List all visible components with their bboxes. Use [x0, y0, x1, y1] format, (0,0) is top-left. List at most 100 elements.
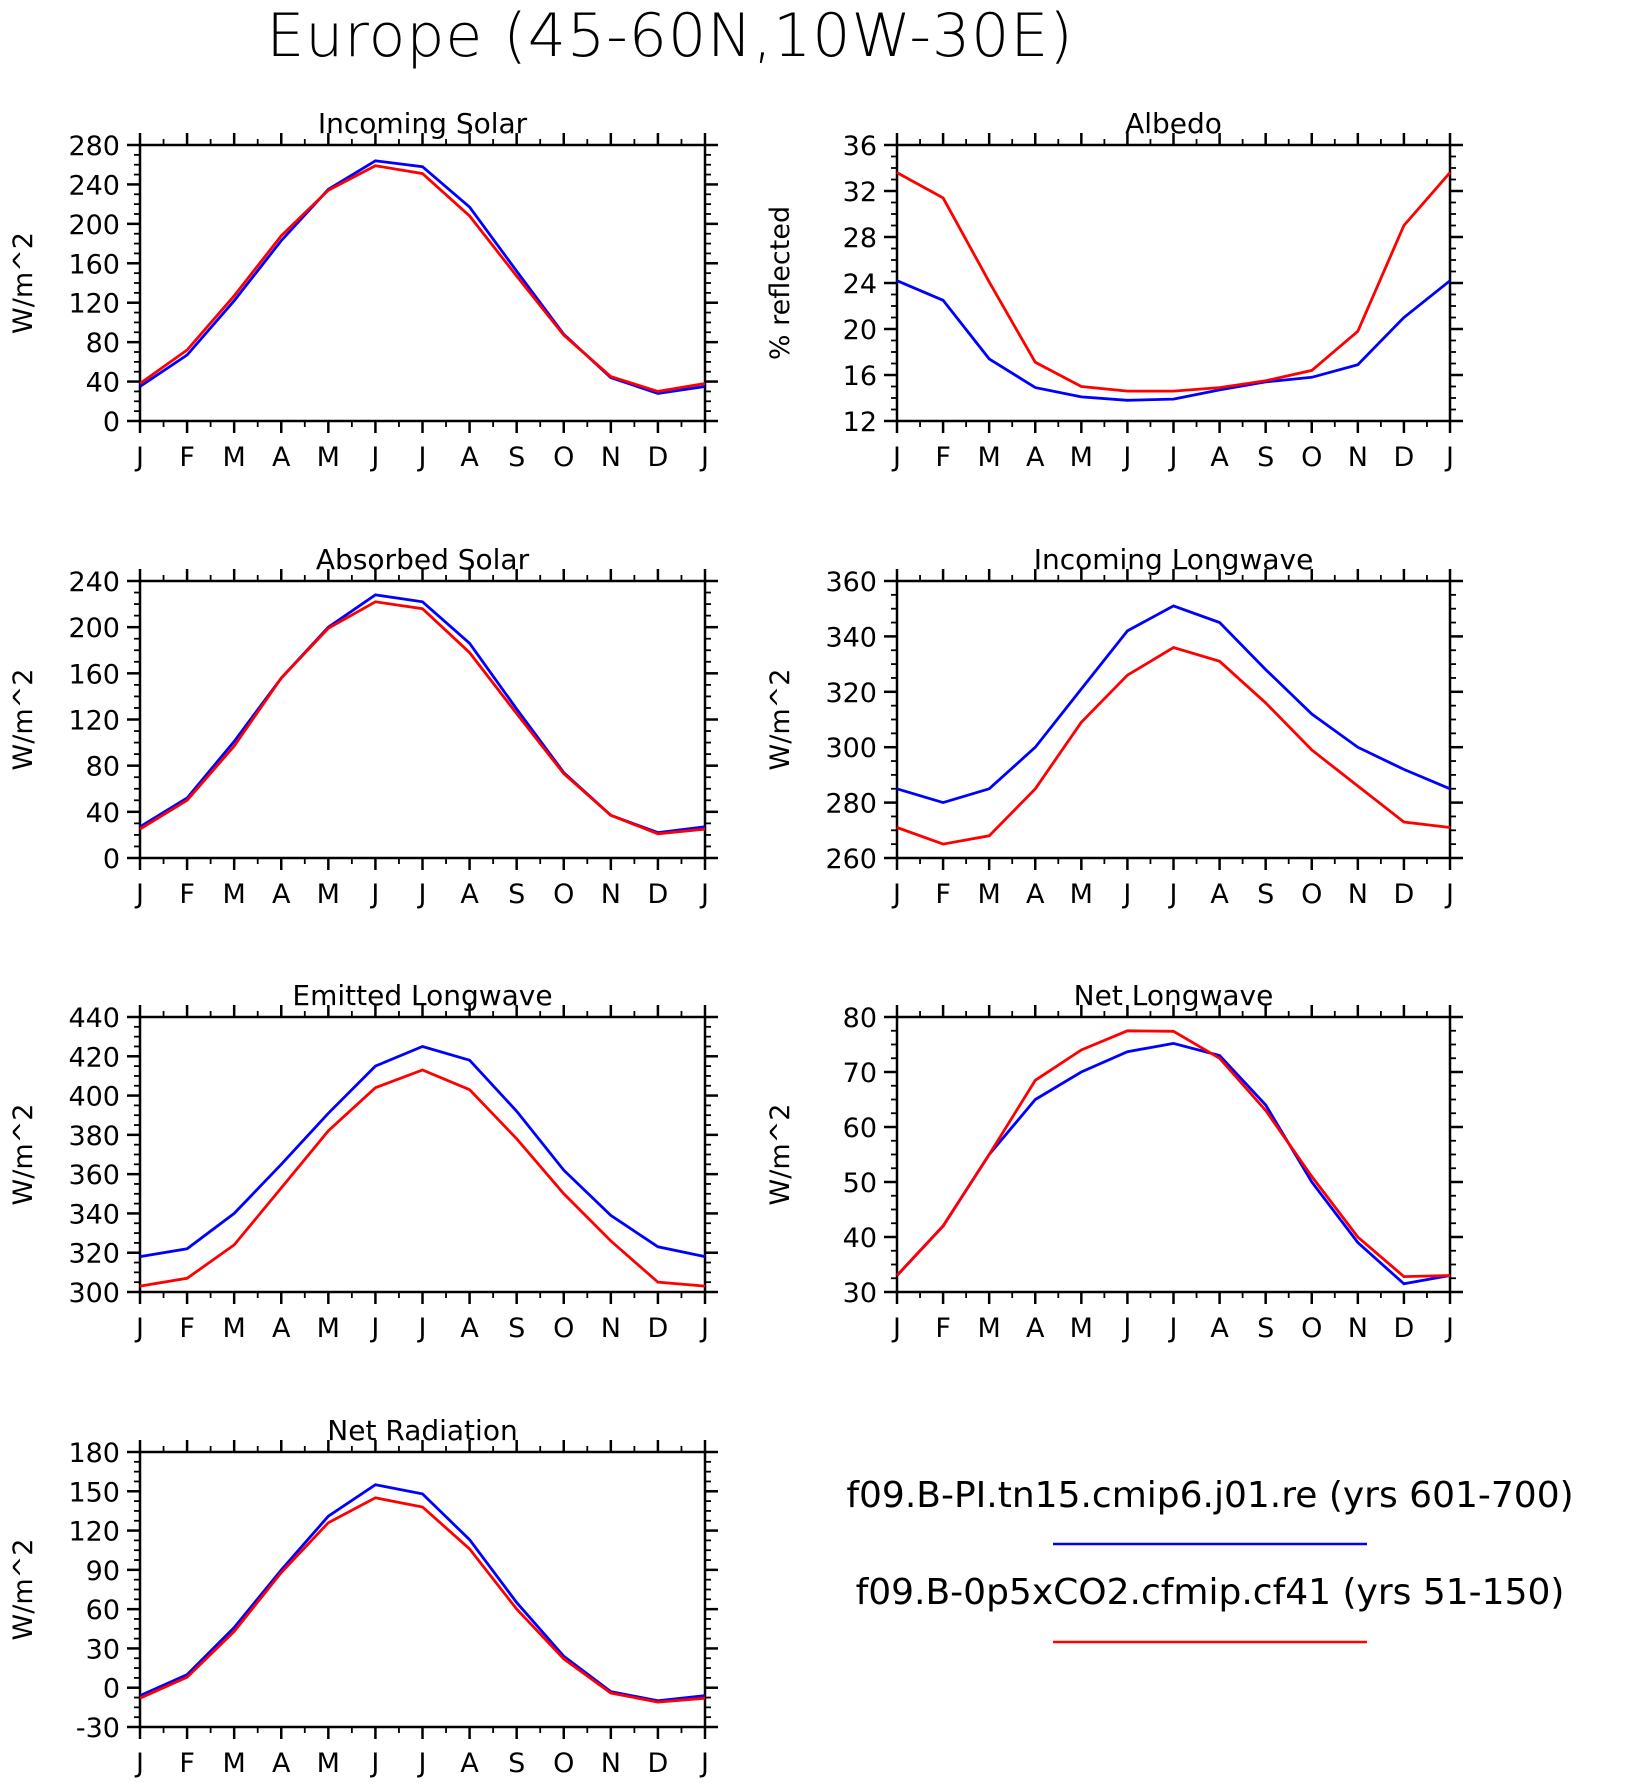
series-line-red [139, 1068, 706, 1288]
x-tick-label: J [1444, 879, 1454, 910]
x-tick-label: J [1444, 442, 1454, 473]
legend-label-blue: f09.B-PI.tn15.cmip6.j01.re (yrs 601-700) [846, 1475, 1573, 1516]
y-axis-label: % reflected [765, 206, 796, 360]
x-tick-label: J [1121, 1313, 1131, 1344]
x-tick-label: S [508, 1313, 525, 1344]
x-tick-label: F [935, 442, 951, 473]
y-tick-label: 90 [86, 1556, 120, 1587]
panel-incoming-solar: J F M A M J J A S O N D J04080120160200240280Incomin… [8, 107, 718, 473]
y-tick-label: 40 [843, 1223, 877, 1254]
x-tick-label: M [978, 1313, 1001, 1344]
x-tick-label: F [179, 1313, 195, 1344]
x-tick-label: M [978, 442, 1001, 473]
y-tick-label: 70 [843, 1058, 877, 1089]
x-tick-label: D [1394, 442, 1415, 473]
x-tick-label: D [1394, 879, 1415, 910]
x-tick-label: J [699, 1748, 709, 1779]
y-tick-label: 300 [825, 733, 877, 764]
series-line-red [896, 645, 1451, 846]
x-tick-label: J [1168, 1313, 1178, 1344]
figure-title: Europe (45-60N,10W-30E) [266, 1, 1073, 71]
x-tick-label: S [508, 1748, 525, 1779]
y-tick-label: 440 [68, 1003, 120, 1034]
y-tick-label: 80 [86, 328, 120, 359]
y-tick-label: 160 [68, 249, 120, 280]
x-tick-label: N [1348, 1313, 1368, 1344]
x-tick-label: J [417, 1313, 427, 1344]
y-tick-label: 120 [68, 289, 120, 320]
panels: J F M A M J J A S O N D J04080120160200240280Incomin… [8, 107, 1463, 1779]
y-tick-label: 12 [843, 407, 877, 438]
x-tick-label: M [223, 1313, 246, 1344]
x-tick-label: N [601, 1748, 621, 1779]
x-tick-label: A [272, 442, 291, 473]
x-tick-label: J [1121, 879, 1131, 910]
y-tick-label: -30 [76, 1713, 120, 1744]
y-tick-label: 36 [843, 131, 877, 162]
x-tick-label: A [460, 879, 479, 910]
x-tick-label: J [699, 879, 709, 910]
y-tick-label: 300 [68, 1278, 120, 1309]
y-tick-label: 200 [68, 613, 120, 644]
x-tick-label: F [179, 879, 195, 910]
x-tick-label: D [648, 1748, 669, 1779]
plot-frame [895, 579, 1452, 860]
y-tick-label: 60 [843, 1113, 877, 1144]
y-tick-label: 20 [843, 315, 877, 346]
y-tick-label: 380 [68, 1121, 120, 1152]
series-line-red [895, 1029, 1451, 1279]
x-tick-label: F [935, 879, 951, 910]
y-tick-label: 240 [68, 170, 120, 201]
series-line-blue [139, 593, 706, 835]
x-tick-label: O [1301, 442, 1322, 473]
y-tick-label: 360 [825, 567, 877, 598]
series-line-blue [895, 1041, 1451, 1286]
x-tick-label: J [1168, 442, 1178, 473]
series-line-red [139, 1496, 706, 1704]
x-tick-label: A [272, 879, 291, 910]
series-line-blue [896, 604, 1451, 805]
x-tick-label: M [317, 1313, 340, 1344]
x-tick-label: J [1121, 442, 1131, 473]
y-tick-label: 40 [86, 368, 120, 399]
panel-title: Net Radiation [327, 1414, 517, 1447]
panel-title: Albedo [1125, 107, 1222, 140]
x-tick-label: M [317, 442, 340, 473]
y-tick-label: 160 [68, 659, 120, 690]
x-tick-label: O [553, 442, 574, 473]
x-tick-label: A [460, 1313, 479, 1344]
x-tick-label: J [699, 1313, 709, 1344]
x-tick-label: J [891, 1313, 901, 1344]
x-tick-label: F [935, 1313, 951, 1344]
x-tick-label: S [508, 442, 525, 473]
y-tick-label: 40 [86, 798, 120, 829]
x-tick-label: M [223, 1748, 246, 1779]
x-tick-label: F [179, 442, 195, 473]
x-tick-label: A [1026, 442, 1045, 473]
series-line-red [139, 164, 706, 393]
y-axis-label: W/m^2 [8, 1539, 39, 1641]
x-tick-label: D [648, 442, 669, 473]
y-tick-label: 200 [68, 210, 120, 241]
x-tick-label: O [1301, 1313, 1322, 1344]
series-line-blue [139, 1045, 706, 1258]
x-tick-label: S [508, 879, 525, 910]
x-tick-label: J [699, 442, 709, 473]
legend: f09.B-PI.tn15.cmip6.j01.re (yrs 601-700)… [846, 1475, 1574, 1644]
x-tick-label: O [553, 879, 574, 910]
y-tick-label: 24 [843, 269, 877, 300]
series-line-red [896, 171, 1452, 393]
x-tick-label: J [134, 1748, 144, 1779]
y-tick-label: 320 [68, 1239, 120, 1270]
y-tick-label: 80 [86, 752, 120, 783]
x-tick-label: J [134, 879, 144, 910]
y-tick-label: 280 [68, 131, 120, 162]
x-tick-label: J [891, 879, 901, 910]
x-tick-label: J [369, 1313, 379, 1344]
x-tick-label: J [417, 442, 427, 473]
x-tick-label: A [460, 1748, 479, 1779]
y-tick-label: 30 [86, 1634, 120, 1665]
x-tick-label: S [1257, 442, 1274, 473]
